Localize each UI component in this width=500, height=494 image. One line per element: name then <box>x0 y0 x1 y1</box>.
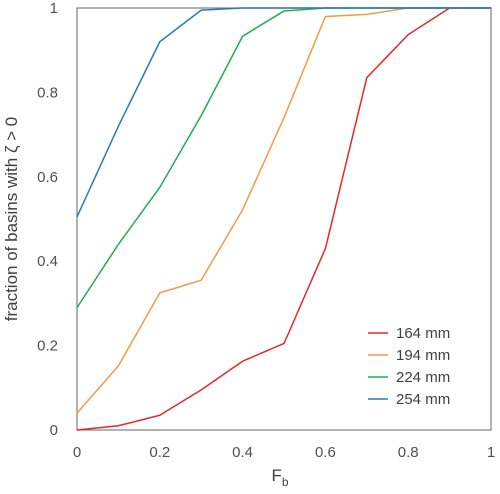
y-tick-label: 0 <box>50 422 58 439</box>
x-tick-labels: 0 0.2 0.4 0.6 0.8 1 <box>73 444 495 461</box>
y-tick-labels: 0 0.2 0.4 0.6 0.8 1 <box>37 0 58 439</box>
y-axis-label: fraction of basins with ζ > 0 <box>2 117 21 322</box>
legend-label: 164 mm <box>396 325 450 342</box>
x-axis-label-main: F <box>271 466 281 485</box>
legend: 164 mm 194 mm 224 mm 254 mm <box>368 325 450 408</box>
x-axis-label: Fb <box>271 466 288 489</box>
x-tick-label: 0.2 <box>149 444 170 461</box>
y-tick-label: 0.4 <box>37 253 58 270</box>
y-tick-label: 0.6 <box>37 169 58 186</box>
legend-label: 254 mm <box>396 391 450 408</box>
legend-label: 224 mm <box>396 369 450 386</box>
plot-area-border <box>76 7 492 431</box>
series-line-164-mm <box>76 7 491 431</box>
x-tick-label: 0 <box>73 444 81 461</box>
y-tick-label: 1 <box>50 0 58 17</box>
x-tick-label: 1 <box>487 444 495 461</box>
series-line-254-mm <box>76 7 491 218</box>
x-tick-label: 0.4 <box>232 444 253 461</box>
series-line-224-mm <box>76 7 491 309</box>
series-layer <box>76 7 491 431</box>
x-axis-label-subscript: b <box>282 475 289 489</box>
y-tick-label: 0.8 <box>37 84 58 101</box>
legend-label: 194 mm <box>396 347 450 364</box>
x-tick-label: 0.8 <box>398 444 419 461</box>
y-tick-label: 0.2 <box>37 338 58 355</box>
x-tick-label: 0.6 <box>315 444 336 461</box>
